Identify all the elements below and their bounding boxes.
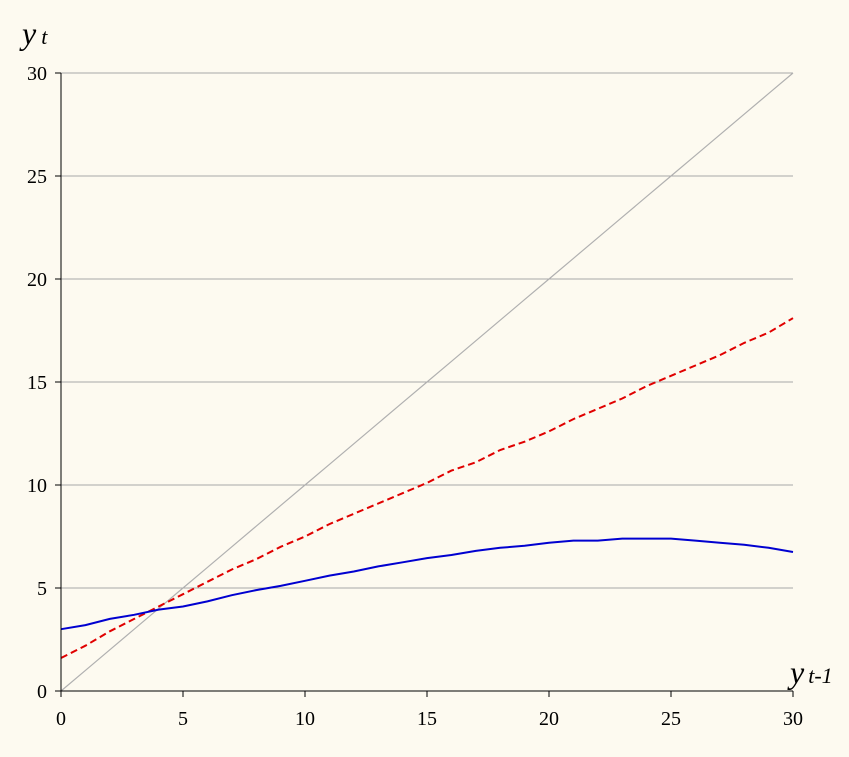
- series-line-1: [60, 72, 794, 692]
- tick-labels: 0 5 10 15 20 25 30 0 5 10 15 20 25 30: [27, 63, 803, 730]
- series-line-3: [60, 537, 794, 631]
- x-tick-label: 0: [56, 708, 66, 730]
- y-tick-label: 10: [27, 475, 47, 497]
- gridlines: [61, 72, 793, 589]
- y-tick-label: 25: [27, 166, 47, 188]
- y-tick-label: 15: [27, 372, 47, 394]
- x-tick-label: 5: [178, 708, 188, 730]
- x-tick-label: 10: [295, 708, 315, 730]
- y-tick-label: 5: [37, 578, 47, 600]
- series-line-2: [60, 317, 794, 659]
- x-tick-label: 25: [661, 708, 681, 730]
- series-lines: [60, 72, 794, 692]
- y-tick-label: 20: [27, 269, 47, 291]
- x-tick-label: 30: [783, 708, 803, 730]
- x-tick-label: 15: [417, 708, 437, 730]
- y-axis-label-subscript: t: [41, 24, 48, 49]
- x-axis-label-subscript: t-1: [808, 663, 832, 688]
- x-axis-label: y t-1: [787, 654, 833, 690]
- axes: [55, 72, 794, 697]
- y-tick-label: 30: [27, 63, 47, 85]
- y-tick-label: 0: [37, 681, 47, 703]
- x-tick-label: 20: [539, 708, 559, 730]
